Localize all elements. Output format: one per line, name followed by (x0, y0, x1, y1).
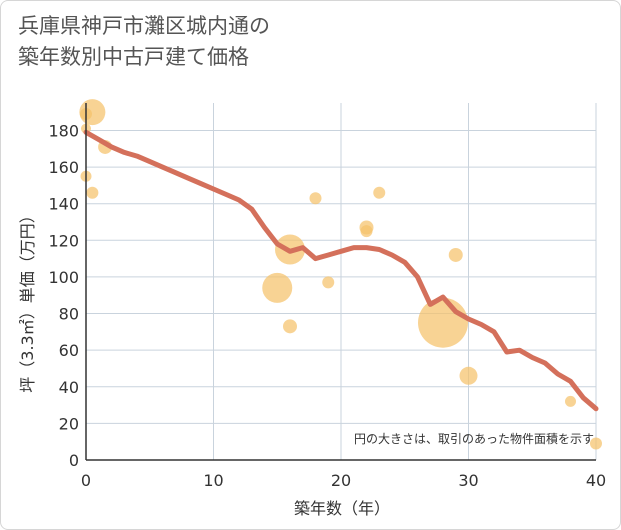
trend-line-layer (83, 129, 599, 412)
y-tick-label-20: 20 (59, 414, 79, 433)
bubble-3 (79, 99, 106, 126)
y-axis-label: 坪（3.3㎡）単価（万円） (18, 207, 37, 392)
bubble-13 (373, 186, 386, 199)
bubble-17 (565, 395, 576, 407)
tick-labels: 0 10 20 30 40 0 20 40 60 80 100 120 140 160 180 (48, 121, 606, 490)
axes (85, 103, 596, 461)
x-tick-label-0: 0 (81, 471, 91, 490)
grid-lines (86, 103, 597, 460)
bubble-8 (283, 319, 297, 334)
x-axis-label: 築年数（年） (294, 499, 390, 518)
bubble-6 (262, 272, 293, 303)
y-tick-label-0: 0 (69, 451, 79, 470)
chart-title-line-2: 築年数別中古戸建て価格 (18, 45, 249, 69)
bubble-9 (309, 192, 322, 205)
y-tick-label-120: 120 (48, 231, 79, 250)
chart-title-line-1: 兵庫県神戸市灘区城内通の (18, 14, 270, 38)
bubble-18 (590, 437, 602, 450)
y-tick-label-140: 140 (48, 195, 79, 214)
y-tick-label-160: 160 (48, 158, 79, 177)
bubble-16 (459, 366, 478, 385)
x-tick-label-20: 20 (331, 471, 351, 490)
bubble-14 (418, 297, 468, 348)
y-tick-label-100: 100 (48, 268, 79, 287)
bubble-10 (322, 276, 335, 289)
x-tick-label-40: 40 (586, 471, 606, 490)
chart-title: 兵庫県神戸市灘区城内通の 築年数別中古戸建て価格 (18, 11, 270, 73)
x-tick-label-10: 10 (203, 471, 223, 490)
trend-line (83, 129, 599, 412)
bubble-12 (360, 225, 373, 238)
y-tick-label-40: 40 (59, 378, 79, 397)
bubble-4 (86, 186, 99, 199)
y-tick-label-180: 180 (48, 121, 79, 140)
y-tick-label-60: 60 (59, 341, 79, 360)
x-tick-label-30: 30 (458, 471, 478, 490)
size-note: 円の大きさは、取引のあった物件面積を示す (354, 431, 594, 446)
bubble-15 (448, 247, 463, 262)
y-tick-label-80: 80 (59, 305, 79, 324)
